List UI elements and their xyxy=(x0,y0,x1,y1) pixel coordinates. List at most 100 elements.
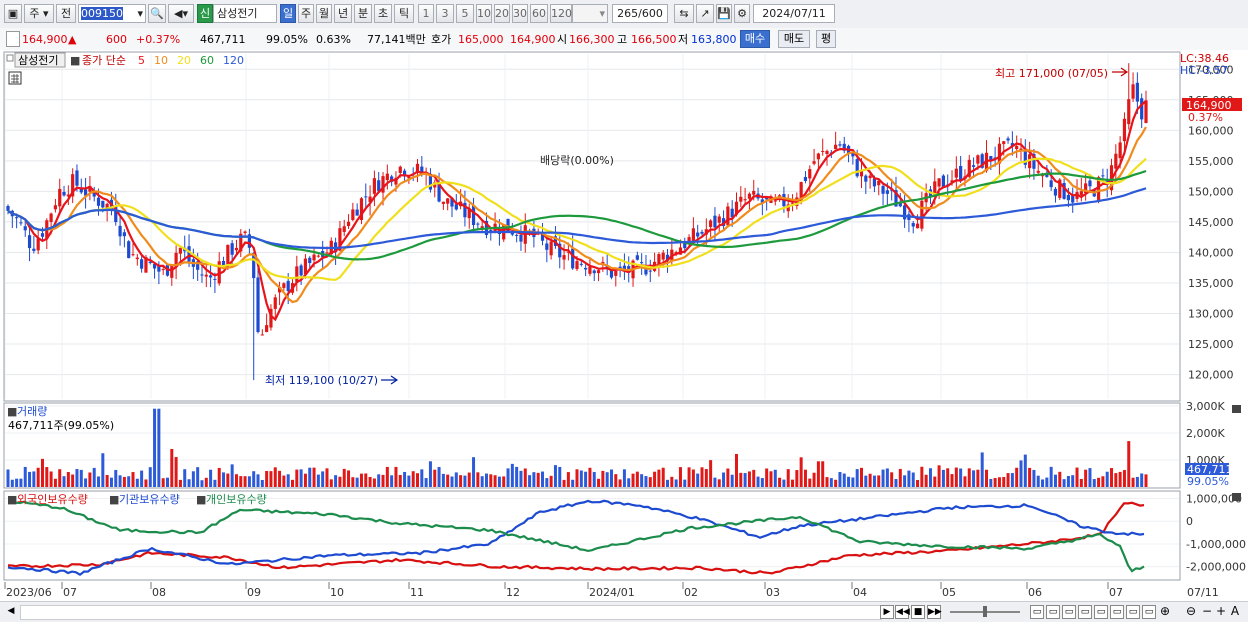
interval-button-3[interactable]: 3 xyxy=(436,4,454,23)
period-tab-2[interactable]: 월 xyxy=(316,4,332,23)
save-icon[interactable]: 💾 xyxy=(716,4,732,23)
scroll-left-icon[interactable]: ◀ xyxy=(7,606,15,616)
volume-bar xyxy=(347,470,351,487)
volume-bar xyxy=(640,474,644,487)
candle-body xyxy=(808,169,812,179)
custom-interval-select[interactable]: ▾ xyxy=(572,4,608,23)
stock-code-input[interactable]: 009150 ▾ xyxy=(78,4,146,23)
chart-area[interactable]: 120,000 125,000 130,000 135,000 140,000 145,0… xyxy=(0,50,1248,601)
candle-body xyxy=(803,176,808,181)
chart-scrollbar[interactable]: ◀ ▶ ◀◀ ■ ▶▶ ▭ ▭ ▭ ▭ ▭ ▭ ▭ ▭ ⊕ ⊖ − + A xyxy=(0,601,1248,622)
candle-body xyxy=(1071,195,1075,203)
period-tab-4[interactable]: 분 xyxy=(354,4,372,23)
trend-icon[interactable]: ↗ xyxy=(696,4,714,23)
font-size-icon[interactable]: A xyxy=(1230,604,1240,618)
interval-button-60[interactable]: 60 xyxy=(530,4,548,23)
view-icon-4[interactable]: ▭ xyxy=(1078,605,1092,619)
candle-body xyxy=(368,196,372,203)
period-tab-6[interactable]: 틱 xyxy=(394,4,414,23)
legend-name-box[interactable] xyxy=(14,52,66,68)
date-field[interactable]: 2024/07/11 xyxy=(753,4,835,23)
plus-icon[interactable]: + xyxy=(1215,604,1227,618)
settings-icon[interactable]: ⚙ xyxy=(734,4,750,23)
volume-bar xyxy=(114,469,118,487)
candle-body xyxy=(683,242,687,249)
stock-name-field[interactable]: 삼성전기 xyxy=(213,4,277,23)
volume-bar xyxy=(976,469,980,487)
zoom-slider-handle[interactable] xyxy=(983,606,987,617)
zoom-out-icon[interactable]: ⊖ xyxy=(1185,604,1197,618)
eval-button[interactable]: 평 xyxy=(816,30,836,48)
view-icon-8[interactable]: ▭ xyxy=(1142,605,1156,619)
volume-bar xyxy=(558,466,562,487)
compare-icon[interactable]: ⇆ xyxy=(674,4,694,23)
search-icon[interactable]: 🔍 xyxy=(148,4,166,23)
volume-bar xyxy=(864,475,868,487)
volume-bar xyxy=(385,466,389,487)
view-icon-1[interactable]: ▭ xyxy=(1030,605,1044,619)
interval-button-30[interactable]: 30 xyxy=(512,4,528,23)
volume-bar xyxy=(834,479,838,487)
candle-body xyxy=(678,247,683,255)
rewind-icon[interactable]: ◀◀ xyxy=(895,605,910,619)
volume-bar xyxy=(183,469,187,487)
view-icon-7[interactable]: ▭ xyxy=(1126,605,1140,619)
period-tab-1[interactable]: 주 xyxy=(298,4,314,23)
view-icon-5[interactable]: ▭ xyxy=(1094,605,1108,619)
open-price: 166,300 xyxy=(569,33,615,46)
sound-icon[interactable]: ◀▾ xyxy=(168,4,194,23)
scroll-track[interactable] xyxy=(20,605,882,620)
legend-stock-name: 삼성전기 xyxy=(18,54,58,67)
candle-body xyxy=(131,254,135,256)
candle-body xyxy=(1006,138,1010,141)
interval-button-1[interactable]: 1 xyxy=(418,4,434,23)
price-tag-percent: 0.37% xyxy=(1188,111,1223,124)
volume-bar xyxy=(489,474,493,487)
candle-body xyxy=(709,220,713,228)
candle-body xyxy=(441,201,445,204)
volume-bar xyxy=(515,466,519,487)
minus-icon[interactable]: − xyxy=(1201,604,1213,618)
view-icon-2[interactable]: ▭ xyxy=(1046,605,1060,619)
period-tab-3[interactable]: 년 xyxy=(334,4,352,23)
interval-button-10[interactable]: 10 xyxy=(476,4,492,23)
stop-icon[interactable]: ■ xyxy=(911,605,925,619)
prev-button[interactable]: 전 xyxy=(56,4,76,23)
zoom-in-icon[interactable]: ⊕ xyxy=(1159,604,1171,618)
candle-body xyxy=(415,163,420,173)
interval-button-120[interactable]: 120 xyxy=(550,4,572,23)
count-field[interactable]: 265/600 xyxy=(612,4,668,23)
ma-line-120 xyxy=(7,187,1147,250)
candle-body xyxy=(178,247,183,254)
period-tab-0[interactable]: 일 xyxy=(280,4,296,23)
view-icon-3[interactable]: ▭ xyxy=(1062,605,1076,619)
sell-button[interactable]: 매도 xyxy=(778,30,810,48)
window-menu-icon[interactable]: ▣ xyxy=(4,4,22,23)
period-type-select[interactable]: 주 ▾ xyxy=(24,4,54,23)
candle-body xyxy=(747,193,752,199)
scroll-right-icon[interactable]: ▶ xyxy=(880,605,894,619)
individual-holders-label: 개인보유수량 xyxy=(206,493,267,506)
candle-body xyxy=(1019,148,1023,151)
candle-body xyxy=(562,255,566,260)
view-icon-6[interactable]: ▭ xyxy=(1110,605,1124,619)
period-tab-5[interactable]: 초 xyxy=(374,4,392,23)
volume-bar xyxy=(855,469,859,487)
interval-button-5[interactable]: 5 xyxy=(456,4,474,23)
candle-body xyxy=(903,205,907,220)
candle-body xyxy=(6,205,10,211)
volume-bar xyxy=(467,472,471,487)
volume-title: 거래량 xyxy=(17,405,47,418)
volume-bar xyxy=(1053,474,1057,487)
candle-body xyxy=(450,197,454,207)
volume-close-icon[interactable] xyxy=(1232,405,1241,413)
grid-icon[interactable] xyxy=(8,71,22,85)
quote-checkbox[interactable] xyxy=(6,31,20,47)
volume-bar xyxy=(696,473,700,487)
volume-bar xyxy=(446,474,450,487)
holders-close-icon[interactable] xyxy=(1232,493,1241,501)
fast-forward-icon[interactable]: ▶▶ xyxy=(927,605,942,619)
candle-body xyxy=(234,247,239,251)
buy-button[interactable]: 매수 xyxy=(740,30,770,48)
interval-button-20[interactable]: 20 xyxy=(494,4,510,23)
